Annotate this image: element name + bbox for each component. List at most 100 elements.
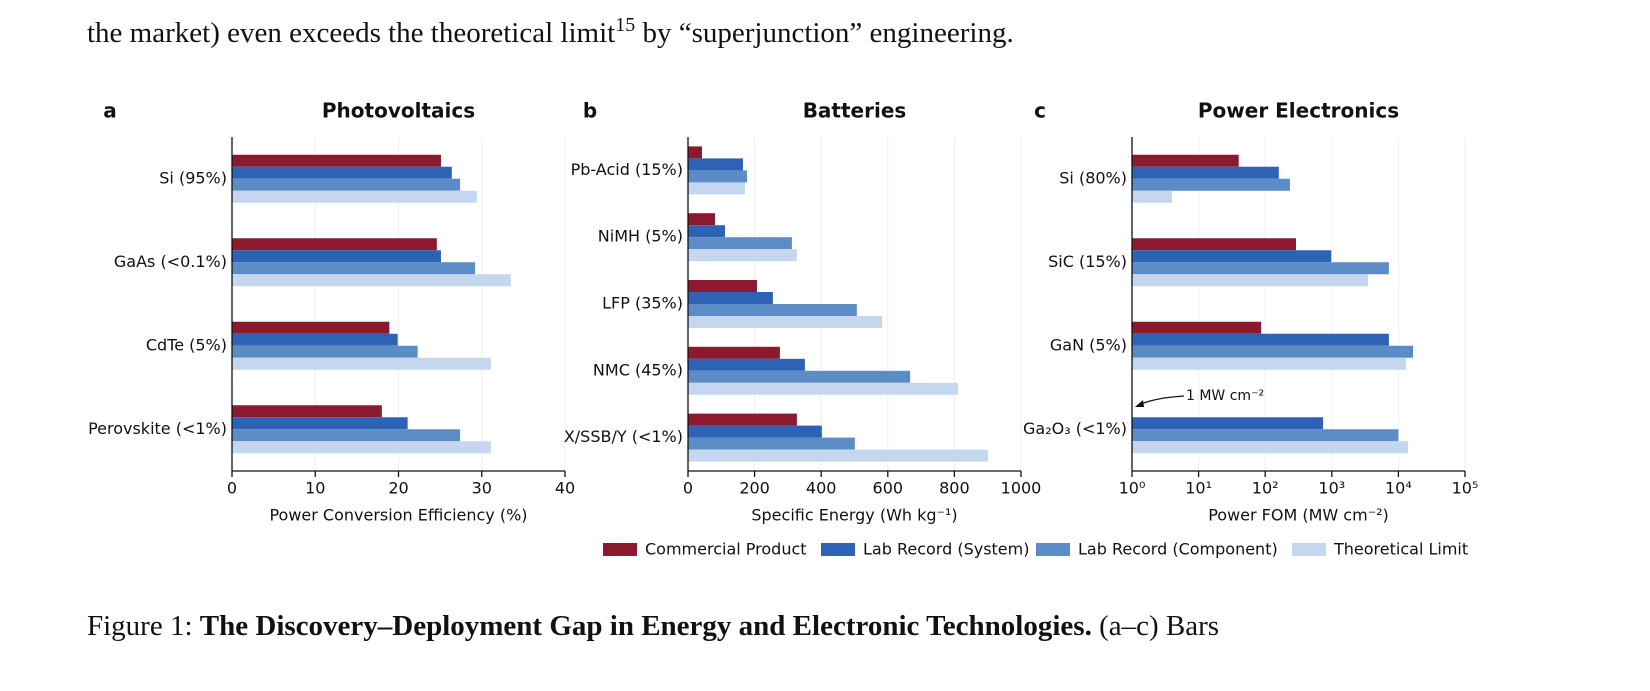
bar <box>1132 262 1389 275</box>
category-label: NMC (45%) <box>593 360 683 379</box>
bar <box>232 417 408 430</box>
annotation: 1 MW cm⁻² <box>1186 388 1264 404</box>
bar <box>688 158 743 171</box>
category-label: CdTe (5%) <box>146 335 227 354</box>
bar <box>688 382 959 395</box>
bar <box>232 190 477 203</box>
x-tick-label: 10⁴ <box>1385 479 1412 498</box>
bar <box>232 357 491 370</box>
panel-letter: b <box>583 99 597 123</box>
bar <box>232 321 390 334</box>
body-after: by “superjunction” engineering. <box>635 17 1014 49</box>
bar <box>688 316 883 328</box>
bar <box>688 449 989 462</box>
bar <box>232 250 441 263</box>
panel-title: Photovoltaics <box>322 99 475 123</box>
legend-swatch <box>821 543 855 556</box>
category-label: NiMH (5%) <box>598 227 683 246</box>
arrow-head <box>1135 400 1144 407</box>
bar <box>1132 321 1262 334</box>
bar <box>688 170 747 183</box>
x-tick-label: 20 <box>388 479 408 498</box>
category-label: Perovskite (<1%) <box>88 419 227 438</box>
legend-label: Lab Record (System) <box>863 540 1029 559</box>
legend-label: Lab Record (Component) <box>1078 540 1278 559</box>
x-tick-label: 40 <box>555 479 575 498</box>
legend-swatch <box>603 543 637 556</box>
panel-letter: a <box>103 99 117 123</box>
panel-letter: c <box>1034 99 1046 123</box>
legend-label: Theoretical Limit <box>1333 540 1468 559</box>
category-label: Si (80%) <box>1059 168 1127 187</box>
bar <box>232 333 398 346</box>
caption-title: The Discovery–Deployment Gap in Energy a… <box>200 610 1092 642</box>
x-tick-label: 10¹ <box>1185 479 1212 498</box>
bar <box>232 405 382 418</box>
bar <box>232 345 418 358</box>
bar <box>1132 166 1279 179</box>
bar <box>688 292 773 304</box>
bar <box>1132 190 1173 203</box>
x-tick-label: 10⁰ <box>1119 479 1146 498</box>
category-label: X/SSB/Y (<1%) <box>564 427 683 446</box>
bar <box>1132 429 1399 442</box>
bar <box>688 346 780 359</box>
bar <box>688 280 757 292</box>
x-tick-label: 0 <box>683 479 693 498</box>
x-tick-label: 200 <box>739 479 770 498</box>
x-tick-label: 30 <box>472 479 492 498</box>
bar <box>688 182 745 195</box>
bar <box>688 146 702 159</box>
legend-label: Commercial Product <box>645 540 807 559</box>
bar <box>232 262 476 275</box>
caption-label: Figure 1: <box>87 610 193 642</box>
bar <box>232 429 461 442</box>
bar <box>1132 238 1296 251</box>
bar <box>1132 441 1409 454</box>
body-text: the market) even exceeds the theoretical… <box>87 14 1014 49</box>
x-axis-label: Power FOM (MW cm⁻²) <box>1208 506 1389 525</box>
category-label: Ga₂O₃ (<1%) <box>1023 419 1127 438</box>
category-label: Si (95%) <box>159 168 227 187</box>
x-tick-label: 600 <box>873 479 904 498</box>
annotation-arrow <box>1136 395 1185 407</box>
body-before: the market) even exceeds the theoretical… <box>87 17 615 49</box>
bar <box>688 370 911 383</box>
bar <box>1132 274 1369 287</box>
bar <box>688 213 715 226</box>
caption: Figure 1: The Discovery–Deployment Gap i… <box>87 610 1219 642</box>
legend-swatch <box>1036 543 1070 556</box>
bar <box>1132 333 1389 346</box>
bar <box>232 178 461 191</box>
bar <box>232 274 511 287</box>
bar <box>688 304 857 316</box>
x-tick-label: 10⁵ <box>1452 479 1479 498</box>
bar <box>232 154 441 167</box>
bar <box>688 413 797 426</box>
x-tick-label: 10 <box>305 479 325 498</box>
x-tick-label: 800 <box>939 479 970 498</box>
bar <box>688 249 797 262</box>
bar <box>688 237 792 250</box>
category-label: SiC (15%) <box>1048 252 1127 271</box>
caption-text: (a–c) Bars <box>1099 610 1219 642</box>
x-tick-label: 0 <box>227 479 237 498</box>
bar <box>1132 154 1239 167</box>
bar <box>1132 178 1290 191</box>
bar <box>232 238 437 251</box>
bar <box>688 425 822 438</box>
x-tick-label: 1000 <box>1001 479 1042 498</box>
bar <box>688 358 805 371</box>
category-label: GaAs (<0.1%) <box>114 252 227 271</box>
x-axis-label: Power Conversion Efficiency (%) <box>269 506 527 525</box>
category-label: GaN (5%) <box>1050 335 1127 354</box>
ref: 15 <box>615 14 635 36</box>
bar <box>1132 345 1414 358</box>
category-label: LFP (35%) <box>602 294 683 313</box>
bar <box>1132 250 1332 263</box>
x-tick-label: 400 <box>806 479 837 498</box>
bar <box>1132 357 1406 370</box>
x-tick-label: 10³ <box>1318 479 1345 498</box>
category-label: Pb-Acid (15%) <box>571 160 683 179</box>
